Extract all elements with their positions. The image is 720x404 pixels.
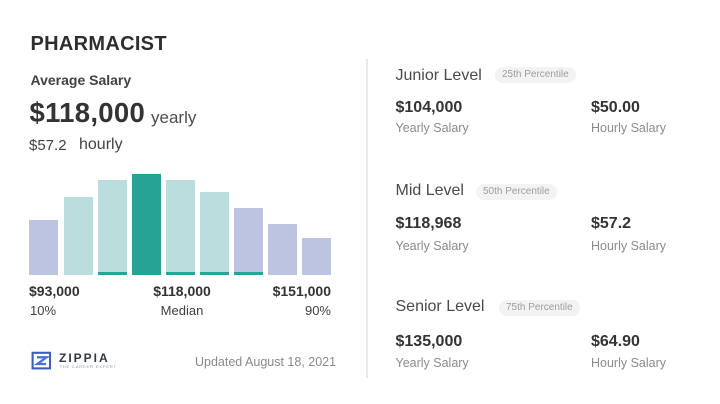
svg-text:ZIPPIA: ZIPPIA — [59, 351, 110, 365]
svg-text:THE CAREER EXPERT: THE CAREER EXPERT — [60, 364, 117, 369]
